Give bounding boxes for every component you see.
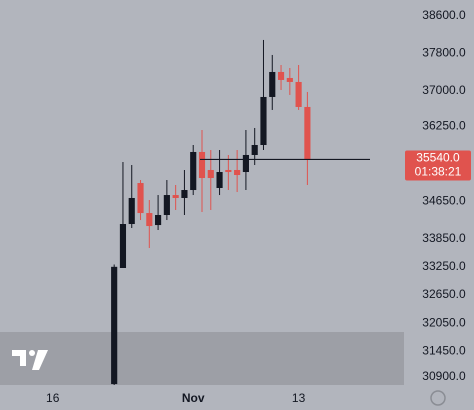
logo-part bbox=[12, 350, 26, 366]
y-tick-label: 34650.0 bbox=[422, 193, 466, 207]
y-tick-label: 33250.0 bbox=[422, 259, 466, 273]
candle-body bbox=[190, 151, 197, 191]
candle-body bbox=[172, 195, 179, 198]
price-label-box bbox=[405, 150, 471, 181]
y-tick-label: 33850.0 bbox=[422, 231, 466, 245]
y-tick-label: 32050.0 bbox=[422, 315, 466, 329]
candle-body bbox=[146, 213, 153, 227]
x-tick-label: Nov bbox=[182, 391, 205, 405]
y-tick-label: 37800.0 bbox=[422, 46, 466, 60]
candle-body bbox=[207, 169, 214, 179]
candle-body bbox=[242, 154, 249, 173]
shaded-band bbox=[0, 332, 404, 385]
candle-body bbox=[155, 215, 162, 226]
candle-body bbox=[137, 183, 144, 214]
candle-body bbox=[225, 169, 232, 173]
logo-part bbox=[29, 350, 35, 356]
y-tick-label: 36250.0 bbox=[422, 118, 466, 132]
candle-body bbox=[251, 144, 258, 155]
plot-area bbox=[111, 39, 311, 385]
candle-body bbox=[277, 71, 285, 80]
candle-body bbox=[269, 71, 276, 97]
y-tick-label: 38600.0 bbox=[422, 8, 466, 22]
candle-body bbox=[119, 224, 127, 268]
candle-body bbox=[295, 81, 302, 107]
price-label: 35540.0 bbox=[416, 151, 460, 165]
logo bbox=[12, 350, 48, 370]
countdown: 01:38:21 bbox=[415, 165, 462, 179]
x-tick-label: 13 bbox=[292, 391, 306, 405]
x-tick-label: 16 bbox=[46, 391, 60, 405]
y-tick-label: 31450.0 bbox=[422, 343, 466, 357]
candle-body bbox=[181, 190, 188, 198]
candle-body bbox=[260, 96, 267, 145]
y-tick-label: 30900.0 bbox=[422, 369, 466, 383]
candle-body bbox=[304, 106, 311, 160]
candle-body bbox=[111, 266, 118, 385]
candle-body bbox=[128, 197, 135, 225]
y-tick-label: 37000.0 bbox=[422, 83, 466, 97]
candle-body bbox=[163, 195, 170, 216]
logo-part bbox=[32, 350, 48, 370]
candle-body bbox=[198, 151, 206, 179]
candle-body bbox=[234, 169, 241, 176]
settings-icon[interactable] bbox=[430, 390, 446, 406]
y-tick-label: 32650.0 bbox=[422, 287, 466, 301]
candle-body bbox=[286, 77, 293, 82]
candle-body bbox=[216, 172, 223, 188]
